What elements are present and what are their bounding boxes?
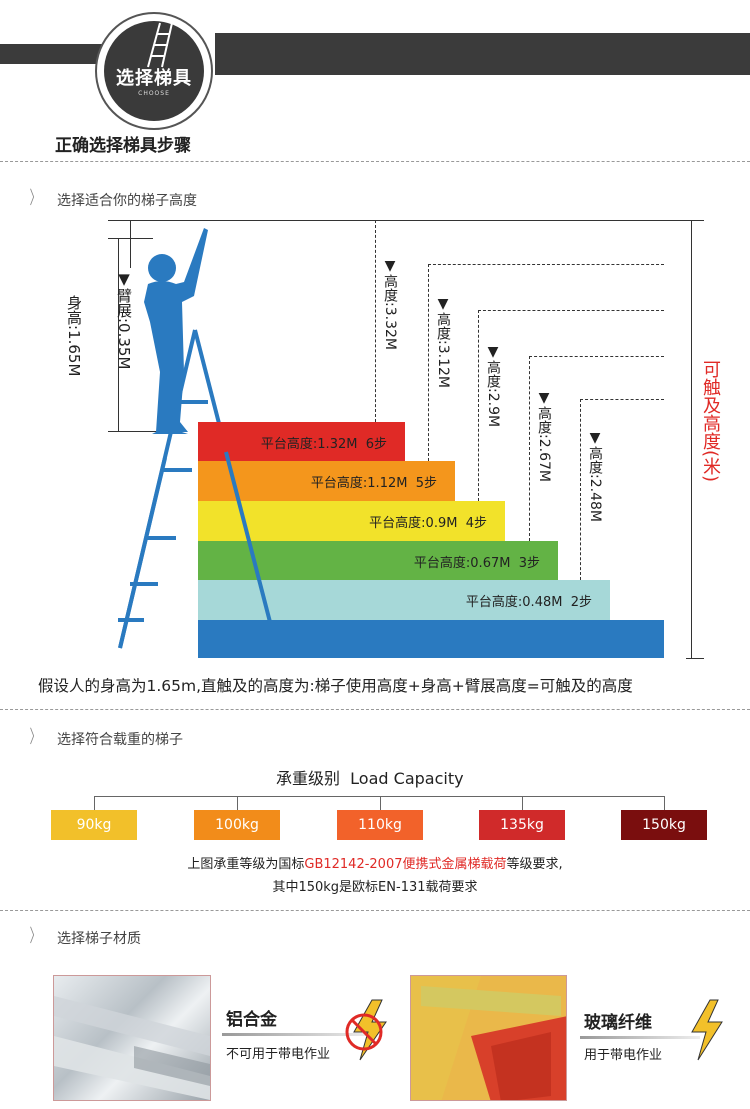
step-block-5: 平台高度:1.12M 5步 xyxy=(198,461,455,501)
base-block xyxy=(198,620,664,658)
step-count: 5步 xyxy=(415,475,437,491)
aluminium-image xyxy=(53,975,211,1101)
capacity-90: 90kg xyxy=(51,810,137,840)
formula-text: 假设人的身高为1.65m,直触及的高度为:梯子使用高度+身高+臂展高度=可触及的… xyxy=(38,677,633,695)
step-label: 平台高度:1.12M xyxy=(310,475,408,491)
reach-label: 可触及高度(米) xyxy=(700,360,721,483)
capacity-tick xyxy=(664,796,665,810)
section-title-height: 选择适合你的梯子高度 xyxy=(57,193,197,209)
material-underline xyxy=(580,1036,700,1039)
ladder-overlay xyxy=(118,451,272,649)
height-label-248: ▼高度:2.48M xyxy=(587,430,603,522)
capacity-note-standard: GB12142-2007便携式金属梯载荷 xyxy=(304,857,507,872)
material-note-fiberglass: 用于带电作业 xyxy=(584,1048,663,1063)
body-height-label: 身高:1.65M xyxy=(65,295,83,377)
arm-span-line xyxy=(130,220,131,268)
fiberglass-image xyxy=(410,975,567,1101)
height-top-29 xyxy=(478,310,664,311)
step-count: 3步 xyxy=(518,555,540,571)
step-count: 2步 xyxy=(570,594,592,610)
height-line-248 xyxy=(580,399,581,580)
capacity-tick xyxy=(522,796,523,810)
arm-span-label: ▼臂展:0.35M xyxy=(115,270,133,370)
page-title: 正确选择梯具步骤 xyxy=(55,136,191,156)
capacity-tick xyxy=(94,796,95,810)
chevron-right-icon: 〉 xyxy=(29,926,41,947)
height-label-29: ▼高度:2.9M xyxy=(485,344,501,428)
material-name-fiberglass: 玻璃纤维 xyxy=(584,1013,652,1033)
divider xyxy=(0,910,750,911)
step-count: 4步 xyxy=(465,515,487,531)
height-label-267: ▼高度:2.67M xyxy=(536,390,552,482)
capacity-tick xyxy=(380,796,381,810)
body-height-line xyxy=(118,238,119,431)
height-top-312 xyxy=(428,264,664,265)
capacity-100: 100kg xyxy=(194,810,280,840)
reach-bottom xyxy=(686,658,704,659)
capacity-110: 110kg xyxy=(337,810,423,840)
section-title-material: 选择梯子材质 xyxy=(57,931,141,947)
badge-title: 选择梯具 xyxy=(116,68,192,89)
section-title-capacity: 选择符合载重的梯子 xyxy=(57,732,183,748)
top-reference-line xyxy=(108,220,704,221)
capacity-135: 135kg xyxy=(479,810,565,840)
chevron-right-icon: 〉 xyxy=(29,188,41,209)
badge xyxy=(104,21,204,121)
fiberglass-profile xyxy=(411,976,566,1100)
material-note-aluminium: 不可用于带电作业 xyxy=(226,1047,331,1062)
height-label-312: ▼高度:3.12M xyxy=(435,296,451,388)
capacity-note-pre: 上图承重等级为国标 xyxy=(187,857,305,872)
capacity-note-2: 其中150kg是欧标EN-131载荷要求 xyxy=(272,880,478,895)
divider xyxy=(0,161,750,162)
step-block-6: 平台高度:1.32M 6步 xyxy=(198,422,405,462)
height-top-248 xyxy=(580,399,664,400)
reach-line xyxy=(691,220,692,658)
height-line-312 xyxy=(428,264,429,461)
badge-subtitle: CHOOSE xyxy=(138,90,170,97)
step-label: 平台高度:0.48M xyxy=(465,594,563,610)
step-label: 平台高度:0.9M xyxy=(369,515,458,531)
electric-bolt-icon xyxy=(691,999,723,1061)
height-label-332: ▼高度:3.32M xyxy=(382,258,398,350)
no-electric-icon xyxy=(345,999,387,1061)
capacity-bracket xyxy=(94,796,664,797)
header-bar xyxy=(215,33,750,75)
height-line-267 xyxy=(529,356,530,541)
height-top-267 xyxy=(529,356,664,357)
capacity-150: 150kg xyxy=(621,810,707,840)
aluminium-profile xyxy=(54,996,210,1100)
divider xyxy=(0,709,750,710)
step-count: 6步 xyxy=(365,436,387,452)
capacity-tick xyxy=(237,796,238,810)
capacity-title: 承重级别 Load Capacity xyxy=(276,769,464,788)
material-name-aluminium: 铝合金 xyxy=(226,1010,277,1030)
height-line-332 xyxy=(375,220,376,422)
step-label: 平台高度:0.67M xyxy=(413,555,511,571)
material-underline xyxy=(222,1033,372,1036)
chevron-right-icon: 〉 xyxy=(29,727,41,748)
capacity-note-post: 等级要求, xyxy=(506,857,563,872)
ladder-icon xyxy=(147,22,173,68)
foot-line xyxy=(108,431,158,432)
step-label: 平台高度:1.32M xyxy=(260,436,358,452)
header-bar-left xyxy=(0,44,110,64)
height-line-29 xyxy=(478,310,479,501)
capacity-note: 上图承重等级为国标GB12142-2007便携式金属梯载荷等级要求, xyxy=(0,853,750,872)
